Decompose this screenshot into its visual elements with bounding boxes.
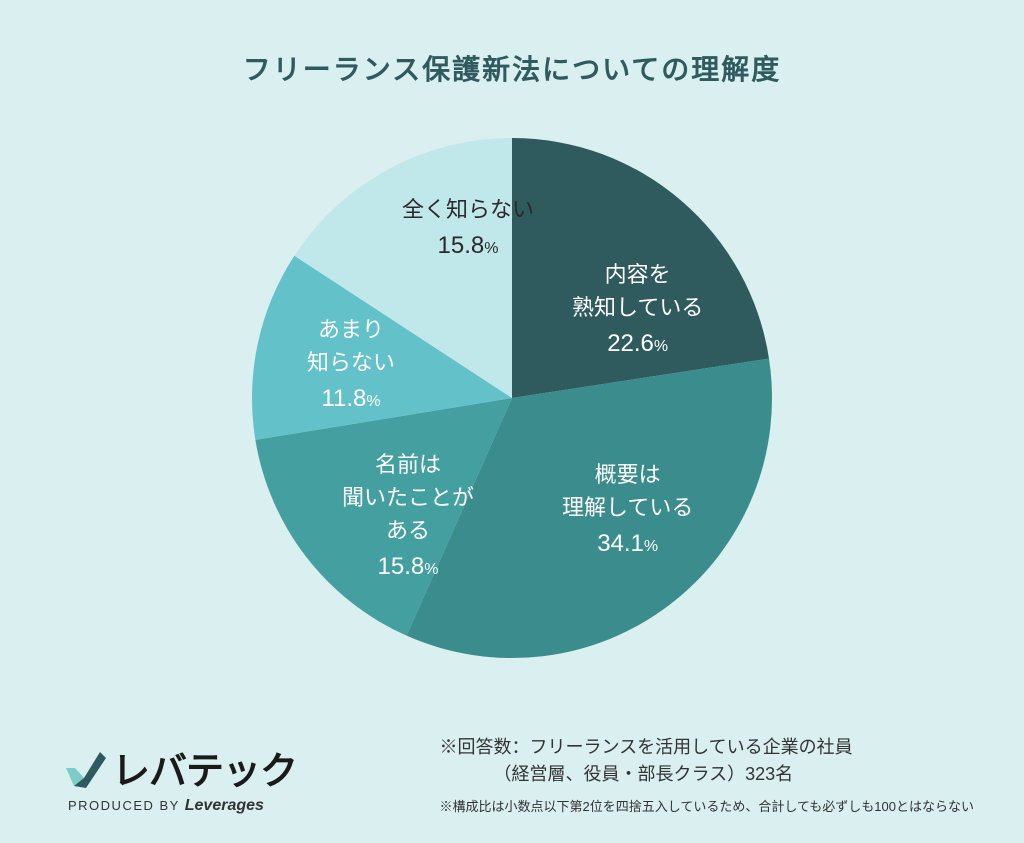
logo-subtext: PRODUCED BY Leverages bbox=[68, 797, 264, 815]
footer-notes: ※回答数：フリーランスを活用している企業の社員 （経営層、役員・部長クラス）32… bbox=[440, 734, 975, 815]
note-line-2: （経営層、役員・部長クラス）323名 bbox=[440, 761, 975, 788]
logo-main: レバテック bbox=[62, 740, 297, 795]
chart-title: フリーランス保護新法についての理解度 bbox=[0, 0, 1024, 88]
note-line-3: ※構成比は小数点以下第2位を四捨五入しているため、合計しても必ずしも100とはな… bbox=[440, 796, 975, 815]
logo: レバテック PRODUCED BY Leverages bbox=[62, 740, 297, 815]
note-line-1: ※回答数：フリーランスを活用している企業の社員 bbox=[440, 734, 975, 761]
logo-produced-by: PRODUCED BY bbox=[68, 798, 180, 813]
pie-svg bbox=[232, 118, 792, 678]
logo-company: Leverages bbox=[185, 797, 264, 814]
logo-brand-text: レバテック bbox=[112, 740, 297, 795]
logo-check-icon bbox=[62, 746, 106, 790]
footer: レバテック PRODUCED BY Leverages ※回答数：フリーランスを… bbox=[0, 734, 1024, 815]
pie-chart: 内容を熟知している22.6%概要は理解している34.1%名前は聞いたことがある1… bbox=[232, 118, 792, 678]
pie-slice-0 bbox=[512, 138, 769, 398]
